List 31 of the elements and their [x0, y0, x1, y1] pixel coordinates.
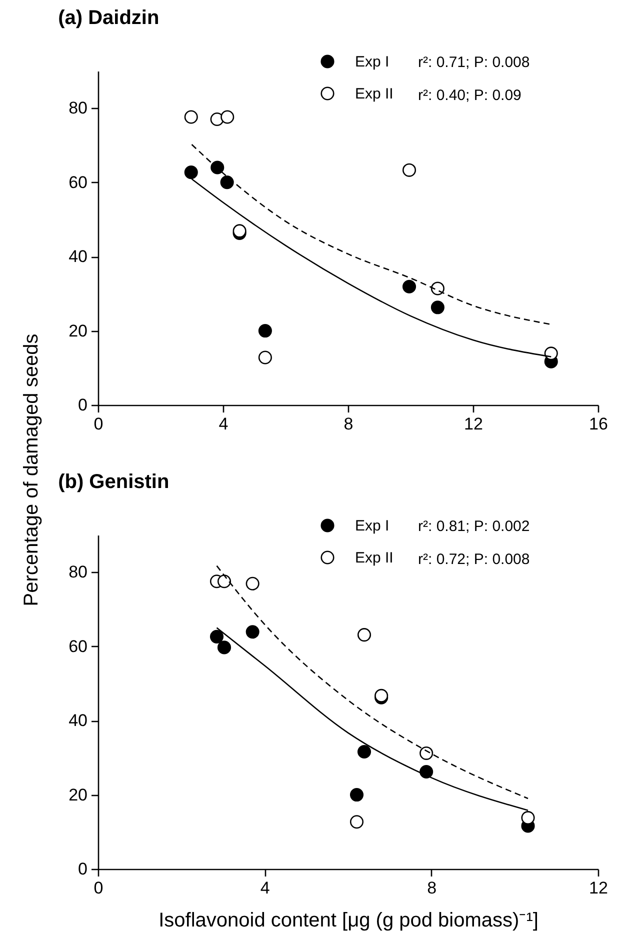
- x-tick-label: 0: [94, 414, 104, 434]
- y-tick-label: 80: [68, 98, 88, 118]
- x-tick-label: 8: [427, 878, 437, 898]
- y-tick-label: 0: [78, 396, 88, 414]
- y-axis-title: Percentage of damaged seeds: [20, 334, 44, 606]
- y-tick-label: 40: [68, 711, 88, 730]
- legend-label: Exp I: [355, 518, 390, 534]
- chart-title: (a) Daidzin: [58, 7, 160, 29]
- text: r²: 0.81; P: 0.002: [418, 518, 530, 535]
- annotation: r²: 0.40; P: 0.09: [418, 87, 522, 104]
- x-tick-label: 8: [344, 414, 354, 434]
- y-tick-label: 20: [68, 321, 88, 340]
- x-tick-label: 12: [464, 414, 483, 434]
- text: r²: 0.71; P: 0.008: [418, 54, 530, 71]
- x-tick-label: 12: [589, 878, 608, 898]
- y-tick-label: 20: [68, 785, 88, 804]
- legend-label: Exp II: [355, 86, 394, 102]
- y-tick-label: 60: [68, 172, 88, 192]
- x-tick-label: 4: [260, 878, 270, 898]
- chart-title: (b) Genistin: [58, 471, 170, 493]
- y-tick-label: 80: [68, 562, 88, 582]
- annotation: r²: 0.72; P: 0.008: [418, 551, 530, 568]
- x-tick-label: 16: [589, 414, 608, 434]
- y-tick-label: 0: [78, 860, 88, 878]
- x-tick-label: 4: [218, 414, 228, 434]
- legend-label: Exp I: [355, 54, 390, 70]
- legend-label: Exp II: [355, 550, 394, 566]
- y-tick-label: 60: [68, 636, 88, 656]
- y-tick-label: 40: [68, 247, 88, 266]
- x-tick-label: 0: [94, 878, 104, 898]
- x-axis-title: Isoflavonoid content [μg (g pod biomass)⁻¹]: [158, 910, 538, 932]
